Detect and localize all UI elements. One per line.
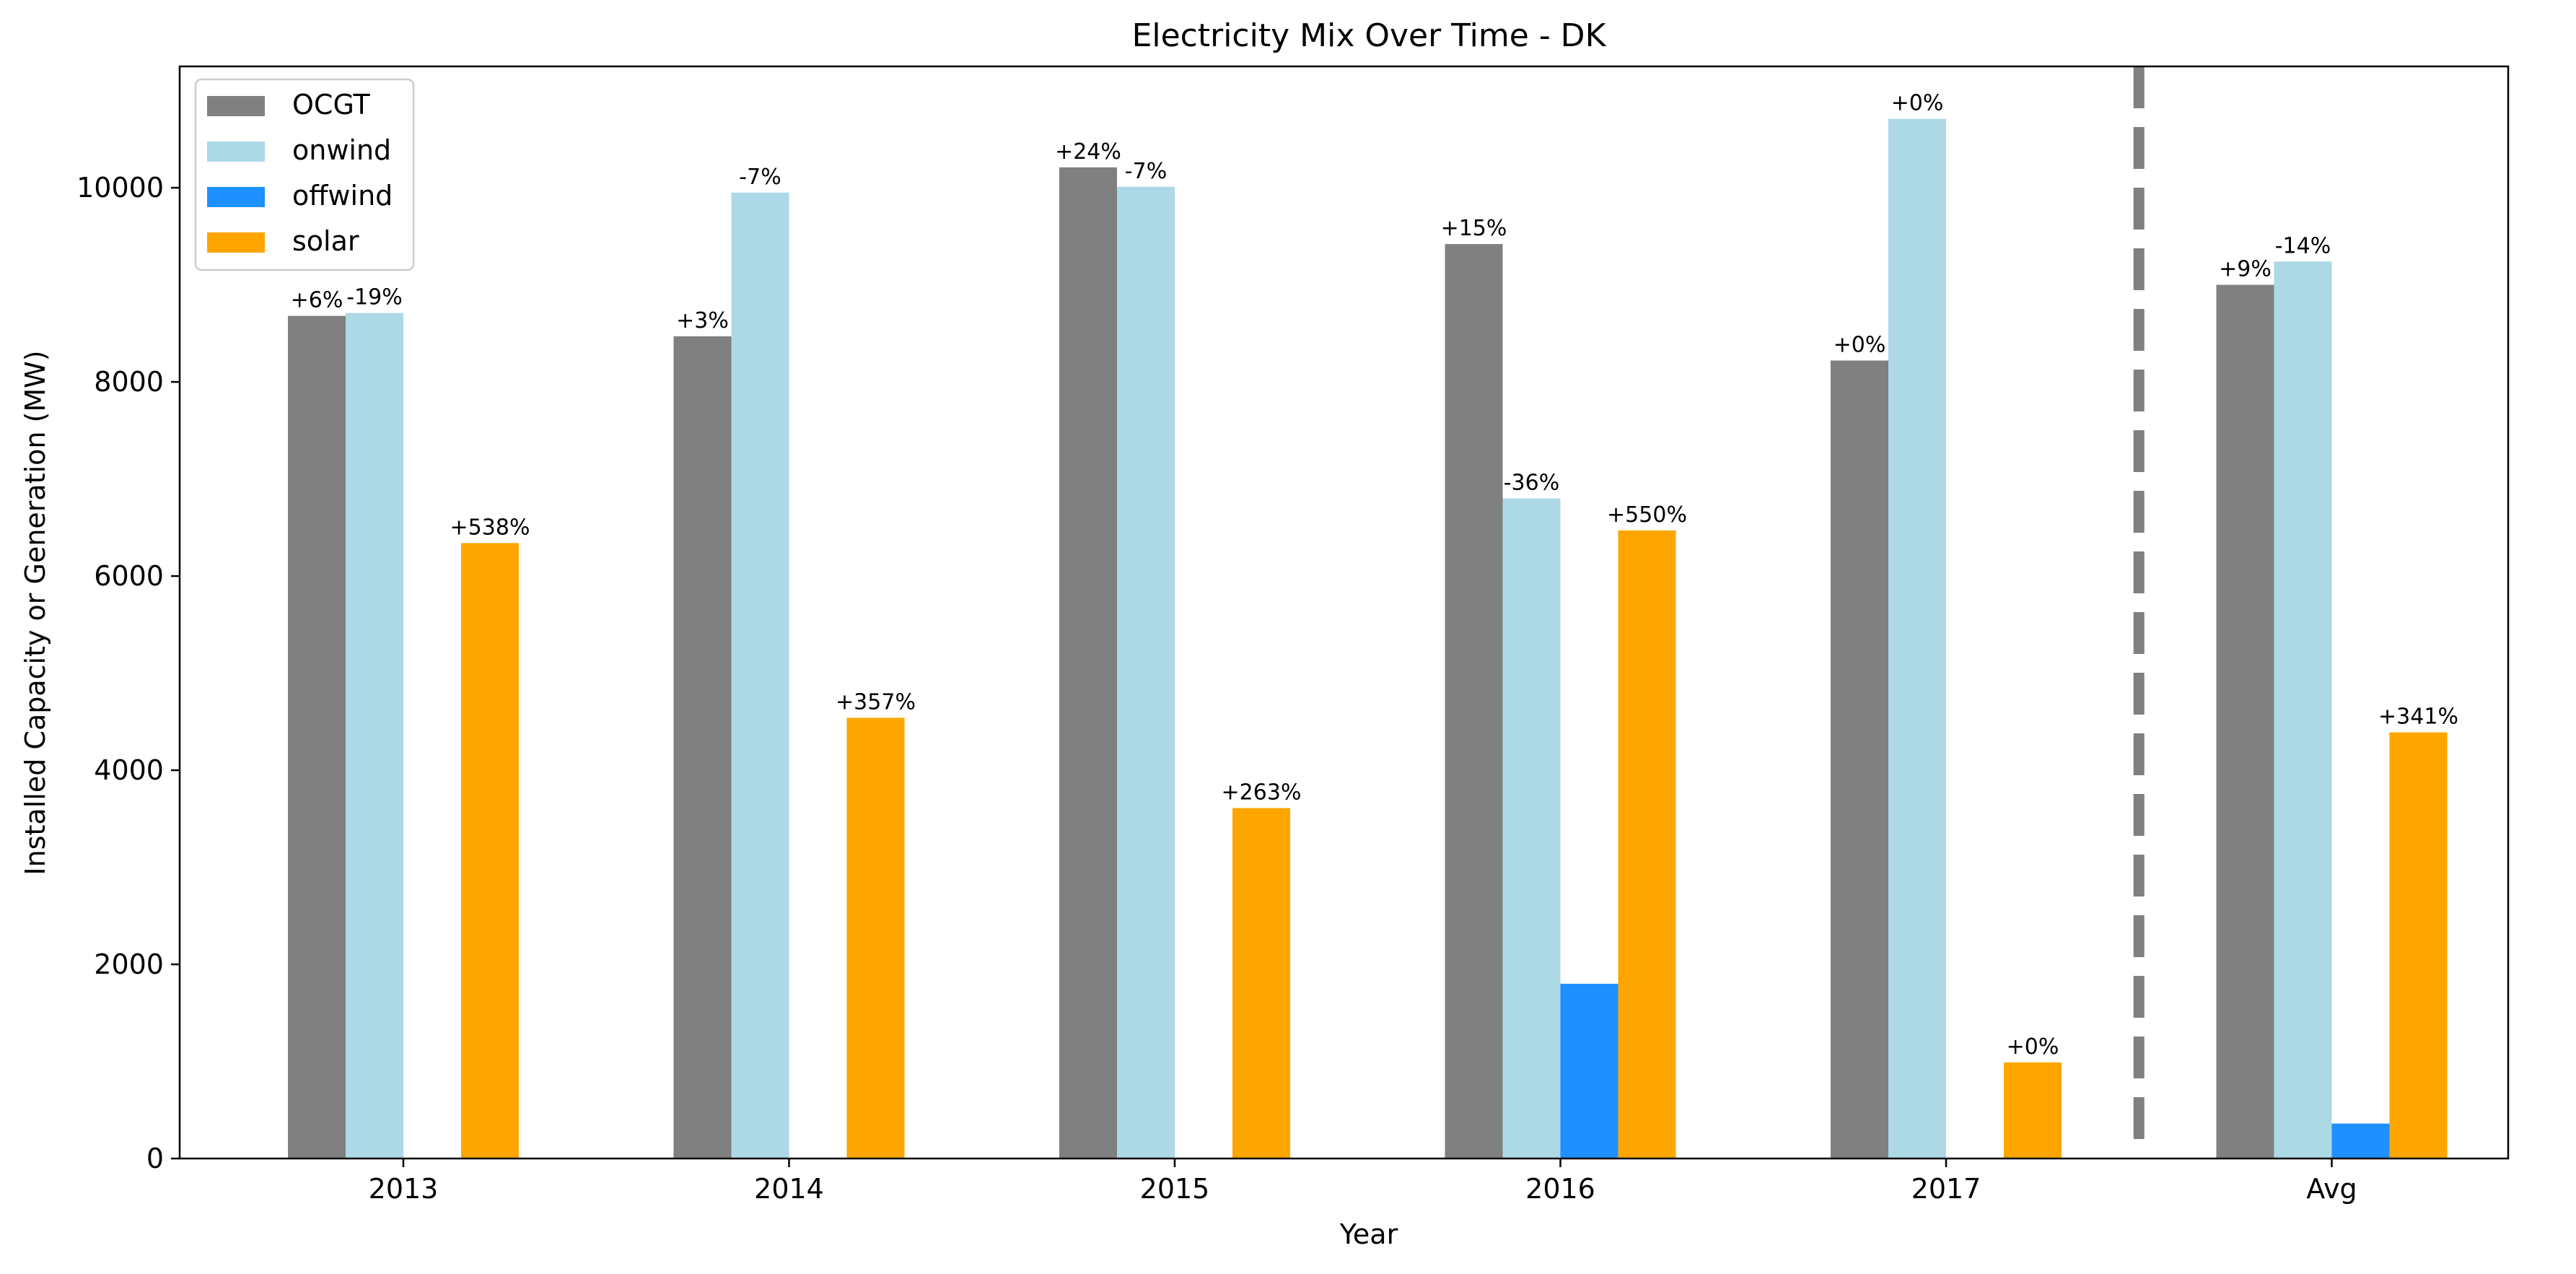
legend-label-ocgt: OCGT (292, 89, 371, 121)
bar-label-solar-2016: +550% (1607, 502, 1687, 528)
legend-swatch-onwind (207, 141, 265, 162)
x-tick-label: Avg (2306, 1173, 2357, 1205)
plot-area-frame (178, 65, 2510, 1160)
bar-onwind-avg (2274, 261, 2332, 1159)
x-tick-label: 2016 (1525, 1173, 1595, 1205)
bar-ocgt-2017 (1831, 360, 1888, 1159)
bar-label-ocgt-2016: +15% (1441, 216, 1507, 241)
bar-label-onwind-2013: -19% (346, 285, 403, 310)
y-tick-label: 10000 (76, 172, 164, 204)
bar-solar-2017 (2004, 1062, 2062, 1159)
x-tick-label: 2017 (1911, 1173, 1981, 1205)
legend: OCGT onwind offwind solar (194, 78, 415, 271)
bar-onwind-2016 (1502, 498, 1561, 1159)
bar-label-solar-2014: +357% (836, 689, 916, 715)
bar-label-ocgt-2013: +6% (291, 288, 343, 313)
x-axis: 2013 2014 2015 2016 2017 Avg (369, 1159, 2357, 1205)
bar-onwind-2013 (346, 313, 403, 1159)
bar-onwind-2015 (1117, 186, 1175, 1159)
bar-ocgt-avg (2216, 284, 2274, 1159)
bar-label-onwind-2014: -7% (739, 165, 781, 190)
bar-solar-2014 (846, 717, 905, 1159)
bar-onwind-2017 (1888, 118, 1946, 1159)
bar-solar-2015 (1232, 808, 1290, 1159)
bar-label-ocgt-avg: +9% (2219, 257, 2271, 282)
bar-label-ocgt-2015: +24% (1055, 139, 1121, 165)
legend-box (194, 78, 415, 271)
y-tick-label: 0 (146, 1143, 164, 1174)
y-axis: 0 2000 4000 6000 8000 10000 (76, 172, 180, 1174)
bar-ocgt-2014 (673, 336, 732, 1159)
bar-labels-layer: +6% +3% +24% +15% +0% +9% -19% -7% -7% -36% +0% -14… (291, 91, 2458, 1060)
y-axis-label: Installed Capacity or Generation (MW) (19, 350, 51, 875)
chart-title: Electricity Mix Over Time - DK (1132, 17, 1607, 54)
y-tick-label: 8000 (94, 366, 164, 398)
bar-label-onwind-2015: -7% (1125, 159, 1167, 184)
x-tick-label: 2014 (754, 1173, 824, 1205)
bar-ocgt-2015 (1059, 167, 1117, 1159)
bar-label-solar-avg: +341% (2378, 704, 2458, 730)
x-tick-label: 2013 (369, 1173, 439, 1205)
legend-label-solar: solar (292, 225, 359, 257)
legend-swatch-solar (207, 232, 265, 253)
bar-solar-2016 (1618, 530, 1676, 1159)
bar-label-onwind-2017: +0% (1891, 91, 1944, 116)
bars-layer (288, 118, 2448, 1159)
x-tick-label: 2015 (1140, 1173, 1210, 1205)
bar-solar-2013 (461, 543, 519, 1159)
bar-onwind-2014 (731, 192, 789, 1159)
bar-ocgt-2013 (288, 315, 346, 1159)
bar-label-solar-2017: +0% (2007, 1034, 2059, 1060)
bar-label-solar-2013: +538% (450, 515, 530, 540)
bar-label-onwind-avg: -14% (2275, 233, 2331, 258)
bar-label-onwind-2016: -36% (1504, 470, 1560, 495)
legend-label-onwind: onwind (292, 134, 391, 166)
y-tick-label: 2000 (94, 948, 164, 980)
bar-offwind-2016 (1560, 983, 1618, 1159)
x-axis-label: Year (1339, 1218, 1398, 1250)
bar-label-ocgt-2017: +0% (1834, 333, 1886, 358)
legend-label-offwind: offwind (292, 180, 393, 211)
legend-swatch-offwind (207, 187, 265, 207)
bar-ocgt-2016 (1445, 244, 1503, 1159)
bar-label-ocgt-2014: +3% (676, 308, 729, 333)
legend-swatch-ocgt (207, 96, 265, 116)
bar-solar-avg (2389, 732, 2448, 1159)
bar-offwind-avg (2331, 1123, 2390, 1159)
y-tick-label: 4000 (94, 754, 164, 786)
y-tick-label: 6000 (94, 560, 164, 592)
bar-label-solar-2015: +263% (1222, 780, 1302, 805)
